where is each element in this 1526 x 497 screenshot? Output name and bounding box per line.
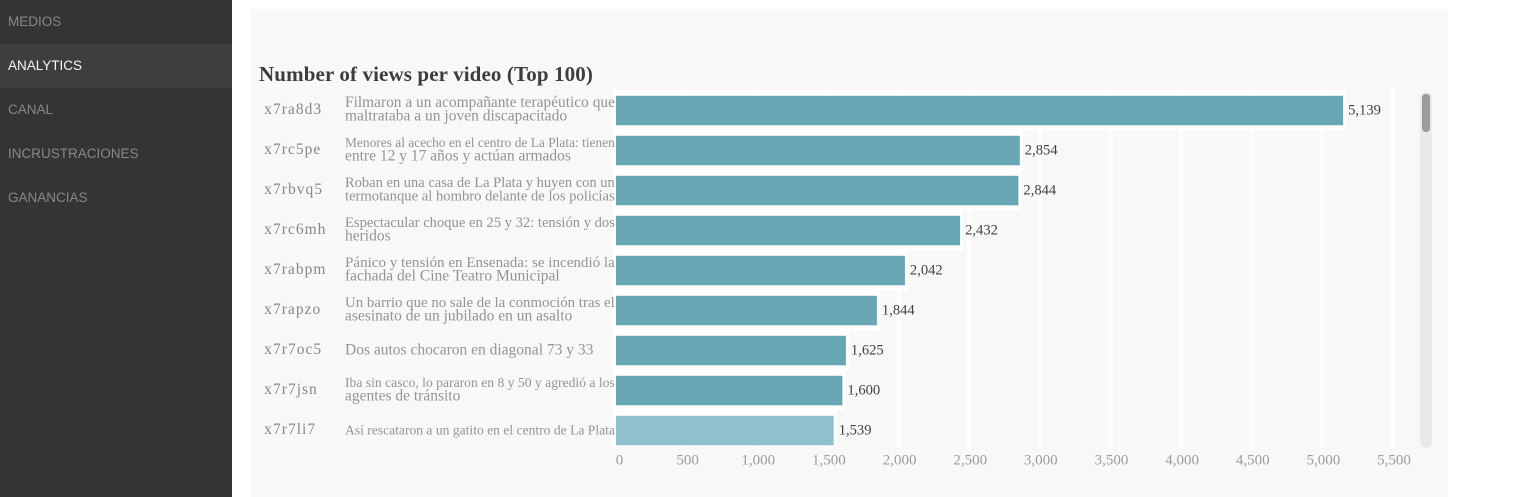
svg-text:0: 0 bbox=[616, 452, 624, 468]
svg-text:termotanque al hombro delante: termotanque al hombro delante de los pol… bbox=[345, 189, 615, 205]
svg-text:500: 500 bbox=[676, 452, 699, 468]
svg-text:2,432: 2,432 bbox=[965, 223, 998, 239]
svg-text:x7r7li7: x7r7li7 bbox=[264, 421, 316, 438]
svg-text:Menores al acecho en el centro: Menores al acecho en el centro de La Pla… bbox=[345, 135, 615, 150]
svg-text:1,539: 1,539 bbox=[839, 423, 872, 439]
svg-text:x7r7oc5: x7r7oc5 bbox=[264, 341, 322, 358]
svg-text:1,000: 1,000 bbox=[741, 452, 775, 468]
svg-text:2,854: 2,854 bbox=[1025, 143, 1059, 159]
svg-text:Iba sin casco, lo pararon en 8: Iba sin casco, lo pararon en 8 y 50 y ag… bbox=[345, 375, 615, 390]
svg-text:1,625: 1,625 bbox=[851, 343, 884, 359]
svg-text:5,500: 5,500 bbox=[1377, 452, 1411, 468]
svg-text:Así rescataron a un gatito en: Así rescataron a un gatito en el centro … bbox=[345, 423, 615, 438]
svg-text:x7rbvq5: x7rbvq5 bbox=[264, 181, 323, 198]
svg-text:x7r7jsn: x7r7jsn bbox=[264, 381, 318, 398]
svg-text:4,500: 4,500 bbox=[1236, 452, 1270, 468]
svg-text:Espectacular choque en 25 y 32: Espectacular choque en 25 y 32: tensión … bbox=[345, 215, 615, 231]
svg-text:Roban en una casa de La Plata: Roban en una casa de La Plata y huyen co… bbox=[345, 175, 616, 191]
svg-text:3,000: 3,000 bbox=[1024, 452, 1058, 468]
svg-text:Number of views per video (Top: Number of views per video (Top 100) bbox=[259, 62, 593, 86]
svg-text:Un barrio que no sale de la co: Un barrio que no sale de la conmoción tr… bbox=[345, 295, 615, 311]
svg-text:4,000: 4,000 bbox=[1165, 452, 1199, 468]
svg-text:Pánico y tensión en Ensenada:: Pánico y tensión en Ensenada: se incendi… bbox=[345, 255, 615, 271]
svg-text:5,139: 5,139 bbox=[1348, 103, 1381, 119]
svg-text:5,000: 5,000 bbox=[1307, 452, 1341, 468]
svg-text:Dos autos chocaron en diagonal: Dos autos chocaron en diagonal 73 y 33 bbox=[345, 342, 594, 359]
svg-text:maltrataba a un joven discapac: maltrataba a un joven discapacitado bbox=[345, 108, 567, 125]
svg-text:x7rabpm: x7rabpm bbox=[264, 261, 326, 278]
svg-text:2,844: 2,844 bbox=[1023, 183, 1057, 199]
svg-text:heridos: heridos bbox=[345, 228, 391, 245]
svg-text:3,500: 3,500 bbox=[1095, 452, 1129, 468]
svg-text:1,844: 1,844 bbox=[882, 303, 916, 319]
svg-text:asesinato de un jubilado en un: asesinato de un jubilado en un asalto bbox=[345, 308, 573, 325]
svg-text:entre 12 y 17 años y actúan ar: entre 12 y 17 años y actúan armados bbox=[345, 148, 571, 165]
svg-text:1,500: 1,500 bbox=[812, 452, 846, 468]
svg-text:1,600: 1,600 bbox=[847, 383, 880, 399]
svg-text:x7rc5pe: x7rc5pe bbox=[264, 141, 321, 158]
svg-text:2,500: 2,500 bbox=[953, 452, 987, 468]
svg-text:fachada del Cine Teatro Munici: fachada del Cine Teatro Municipal bbox=[345, 268, 560, 285]
svg-text:2,042: 2,042 bbox=[910, 263, 943, 279]
svg-text:Filmaron a un acompañante tera: Filmaron a un acompañante terapéutico qu… bbox=[345, 94, 615, 111]
svg-text:x7rapzo: x7rapzo bbox=[264, 301, 321, 318]
svg-text:x7ra8d3: x7ra8d3 bbox=[264, 101, 322, 118]
svg-text:agentes de tránsito: agentes de tránsito bbox=[345, 388, 461, 405]
svg-text:2,000: 2,000 bbox=[883, 452, 917, 468]
svg-text:x7rc6mh: x7rc6mh bbox=[264, 221, 326, 238]
